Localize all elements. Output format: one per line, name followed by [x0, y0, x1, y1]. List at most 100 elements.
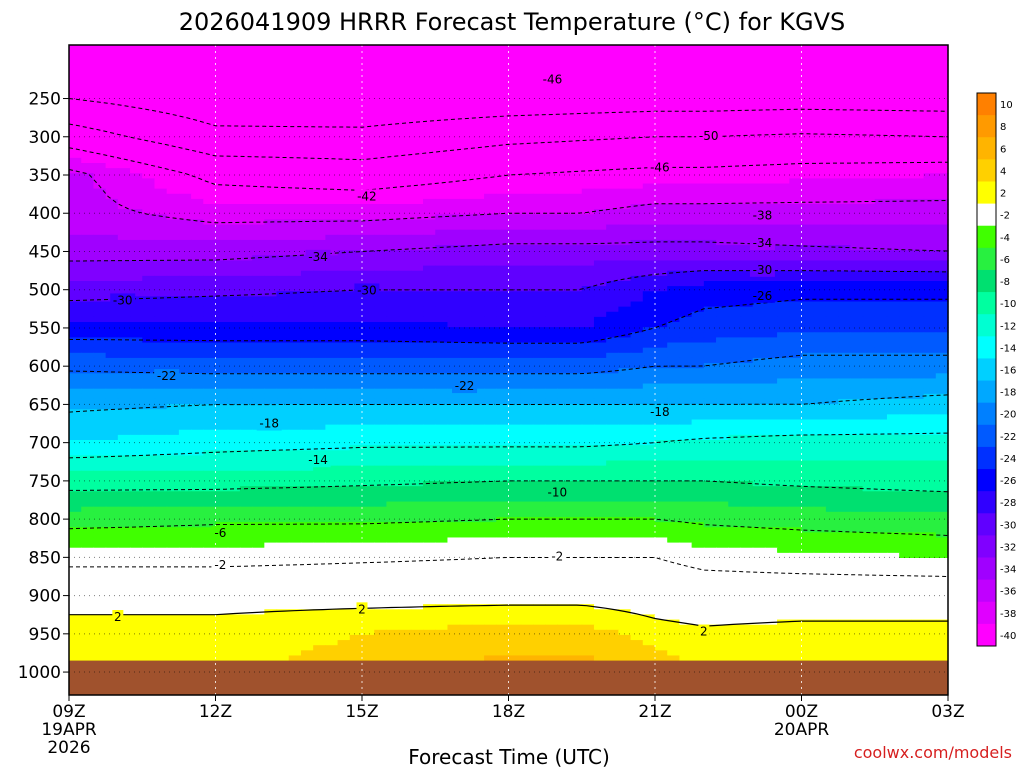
temperature-cell: [606, 239, 619, 246]
temperature-cell: [471, 152, 485, 159]
temperature-cell: [178, 301, 192, 308]
temperature-cell: [593, 291, 607, 297]
temperature-cell: [239, 209, 253, 215]
temperature-cell: [838, 127, 851, 133]
temperature-cell: [191, 101, 204, 108]
temperature-cell: [703, 388, 717, 395]
temperature-cell: [691, 70, 705, 77]
temperature-cell: [691, 229, 705, 236]
temperature-cell: [764, 198, 778, 205]
temperature-cell: [801, 260, 815, 267]
temperature-cell: [276, 388, 290, 395]
temperature-cell: [862, 91, 876, 97]
temperature-cell: [642, 111, 656, 118]
temperature-cell: [545, 198, 558, 205]
temperature-cell: [581, 265, 595, 272]
temperature-cell: [300, 137, 314, 144]
temperature-cell: [471, 352, 485, 359]
temperature-cell: [130, 147, 143, 154]
temperature-cell: [813, 327, 827, 333]
temperature-cell: [935, 337, 949, 344]
temperature-cell: [435, 116, 449, 123]
temperature-cell: [81, 265, 95, 272]
temperature-cell: [288, 214, 302, 221]
temperature-cell: [703, 363, 717, 369]
temperature-cell: [825, 157, 839, 164]
temperature-cell: [813, 332, 827, 338]
temperature-cell: [93, 142, 107, 149]
temperature-cell: [215, 188, 229, 195]
temperature-cell: [93, 275, 107, 282]
temperature-cell: [349, 162, 363, 169]
temperature-cell: [520, 286, 534, 292]
temperature-cell: [166, 75, 180, 82]
temperature-cell: [105, 121, 119, 128]
temperature-cell: [618, 96, 632, 103]
temperature-cell: [447, 157, 461, 164]
temperature-cell: [508, 127, 522, 133]
temperature-cell: [862, 383, 876, 390]
temperature-cell: [557, 142, 571, 149]
temperature-cell: [618, 137, 632, 144]
temperature-cell: [825, 86, 839, 92]
temperature-cell: [667, 322, 681, 328]
temperature-cell: [227, 250, 241, 256]
temperature-cell: [130, 152, 143, 159]
temperature-cell: [288, 101, 302, 108]
temperature-cell: [691, 275, 705, 282]
temperature-cell: [459, 106, 473, 113]
temperature-cell: [178, 378, 192, 385]
temperature-cell: [471, 86, 485, 92]
temperature-cell: [752, 96, 766, 103]
temperature-cell: [178, 132, 192, 138]
temperature-cell: [862, 301, 876, 308]
temperature-cell: [435, 132, 449, 138]
temperature-cell: [777, 378, 790, 385]
temperature-cell: [667, 60, 681, 67]
temperature-cell: [886, 142, 900, 149]
temperature-cell: [496, 127, 510, 133]
temperature-cell: [215, 296, 229, 303]
temperature-cell: [581, 75, 595, 82]
temperature-cell: [81, 322, 95, 328]
temperature-cell: [130, 250, 143, 256]
temperature-cell: [569, 393, 583, 400]
temperature-cell: [447, 91, 461, 97]
temperature-cell: [569, 178, 583, 185]
temperature-cell: [313, 286, 326, 292]
temperature-cell: [655, 188, 668, 195]
temperature-cell: [325, 383, 339, 390]
temperature-cell: [606, 219, 619, 226]
temperature-cell: [496, 162, 510, 169]
temperature-cell: [374, 214, 388, 221]
temperature-cell: [862, 368, 876, 374]
temperature-cell: [471, 260, 485, 267]
temperature-cell: [606, 234, 619, 241]
temperature-cell: [166, 270, 180, 277]
temperature-cell: [752, 152, 766, 159]
temperature-cell: [569, 378, 583, 385]
temperature-cell: [850, 342, 864, 349]
temperature-cell: [398, 162, 412, 169]
temperature-cell: [813, 111, 827, 118]
temperature-cell: [593, 245, 607, 251]
temperature-cell: [423, 383, 436, 390]
temperature-cell: [81, 296, 95, 303]
temperature-cell: [374, 270, 388, 277]
temperature-cell: [838, 306, 851, 313]
temperature-cell: [313, 357, 326, 364]
temperature-cell: [374, 60, 388, 67]
temperature-cell: [618, 311, 632, 318]
temperature-cell: [923, 250, 937, 256]
temperature-cell: [264, 265, 278, 272]
temperature-cell: [410, 121, 424, 128]
temperature-cell: [313, 229, 326, 236]
temperature-cell: [69, 265, 82, 272]
temperature-cell: [520, 80, 534, 87]
temperature-cell: [789, 75, 803, 82]
temperature-cell: [264, 168, 278, 174]
temperature-cell: [386, 342, 400, 349]
temperature-cell: [313, 239, 326, 246]
temperature-cell: [484, 219, 497, 226]
temperature-cell: [569, 291, 583, 297]
